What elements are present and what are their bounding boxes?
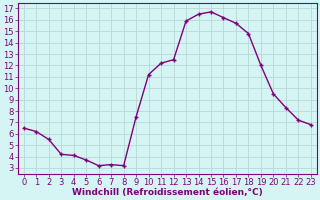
X-axis label: Windchill (Refroidissement éolien,°C): Windchill (Refroidissement éolien,°C) (72, 188, 263, 197)
